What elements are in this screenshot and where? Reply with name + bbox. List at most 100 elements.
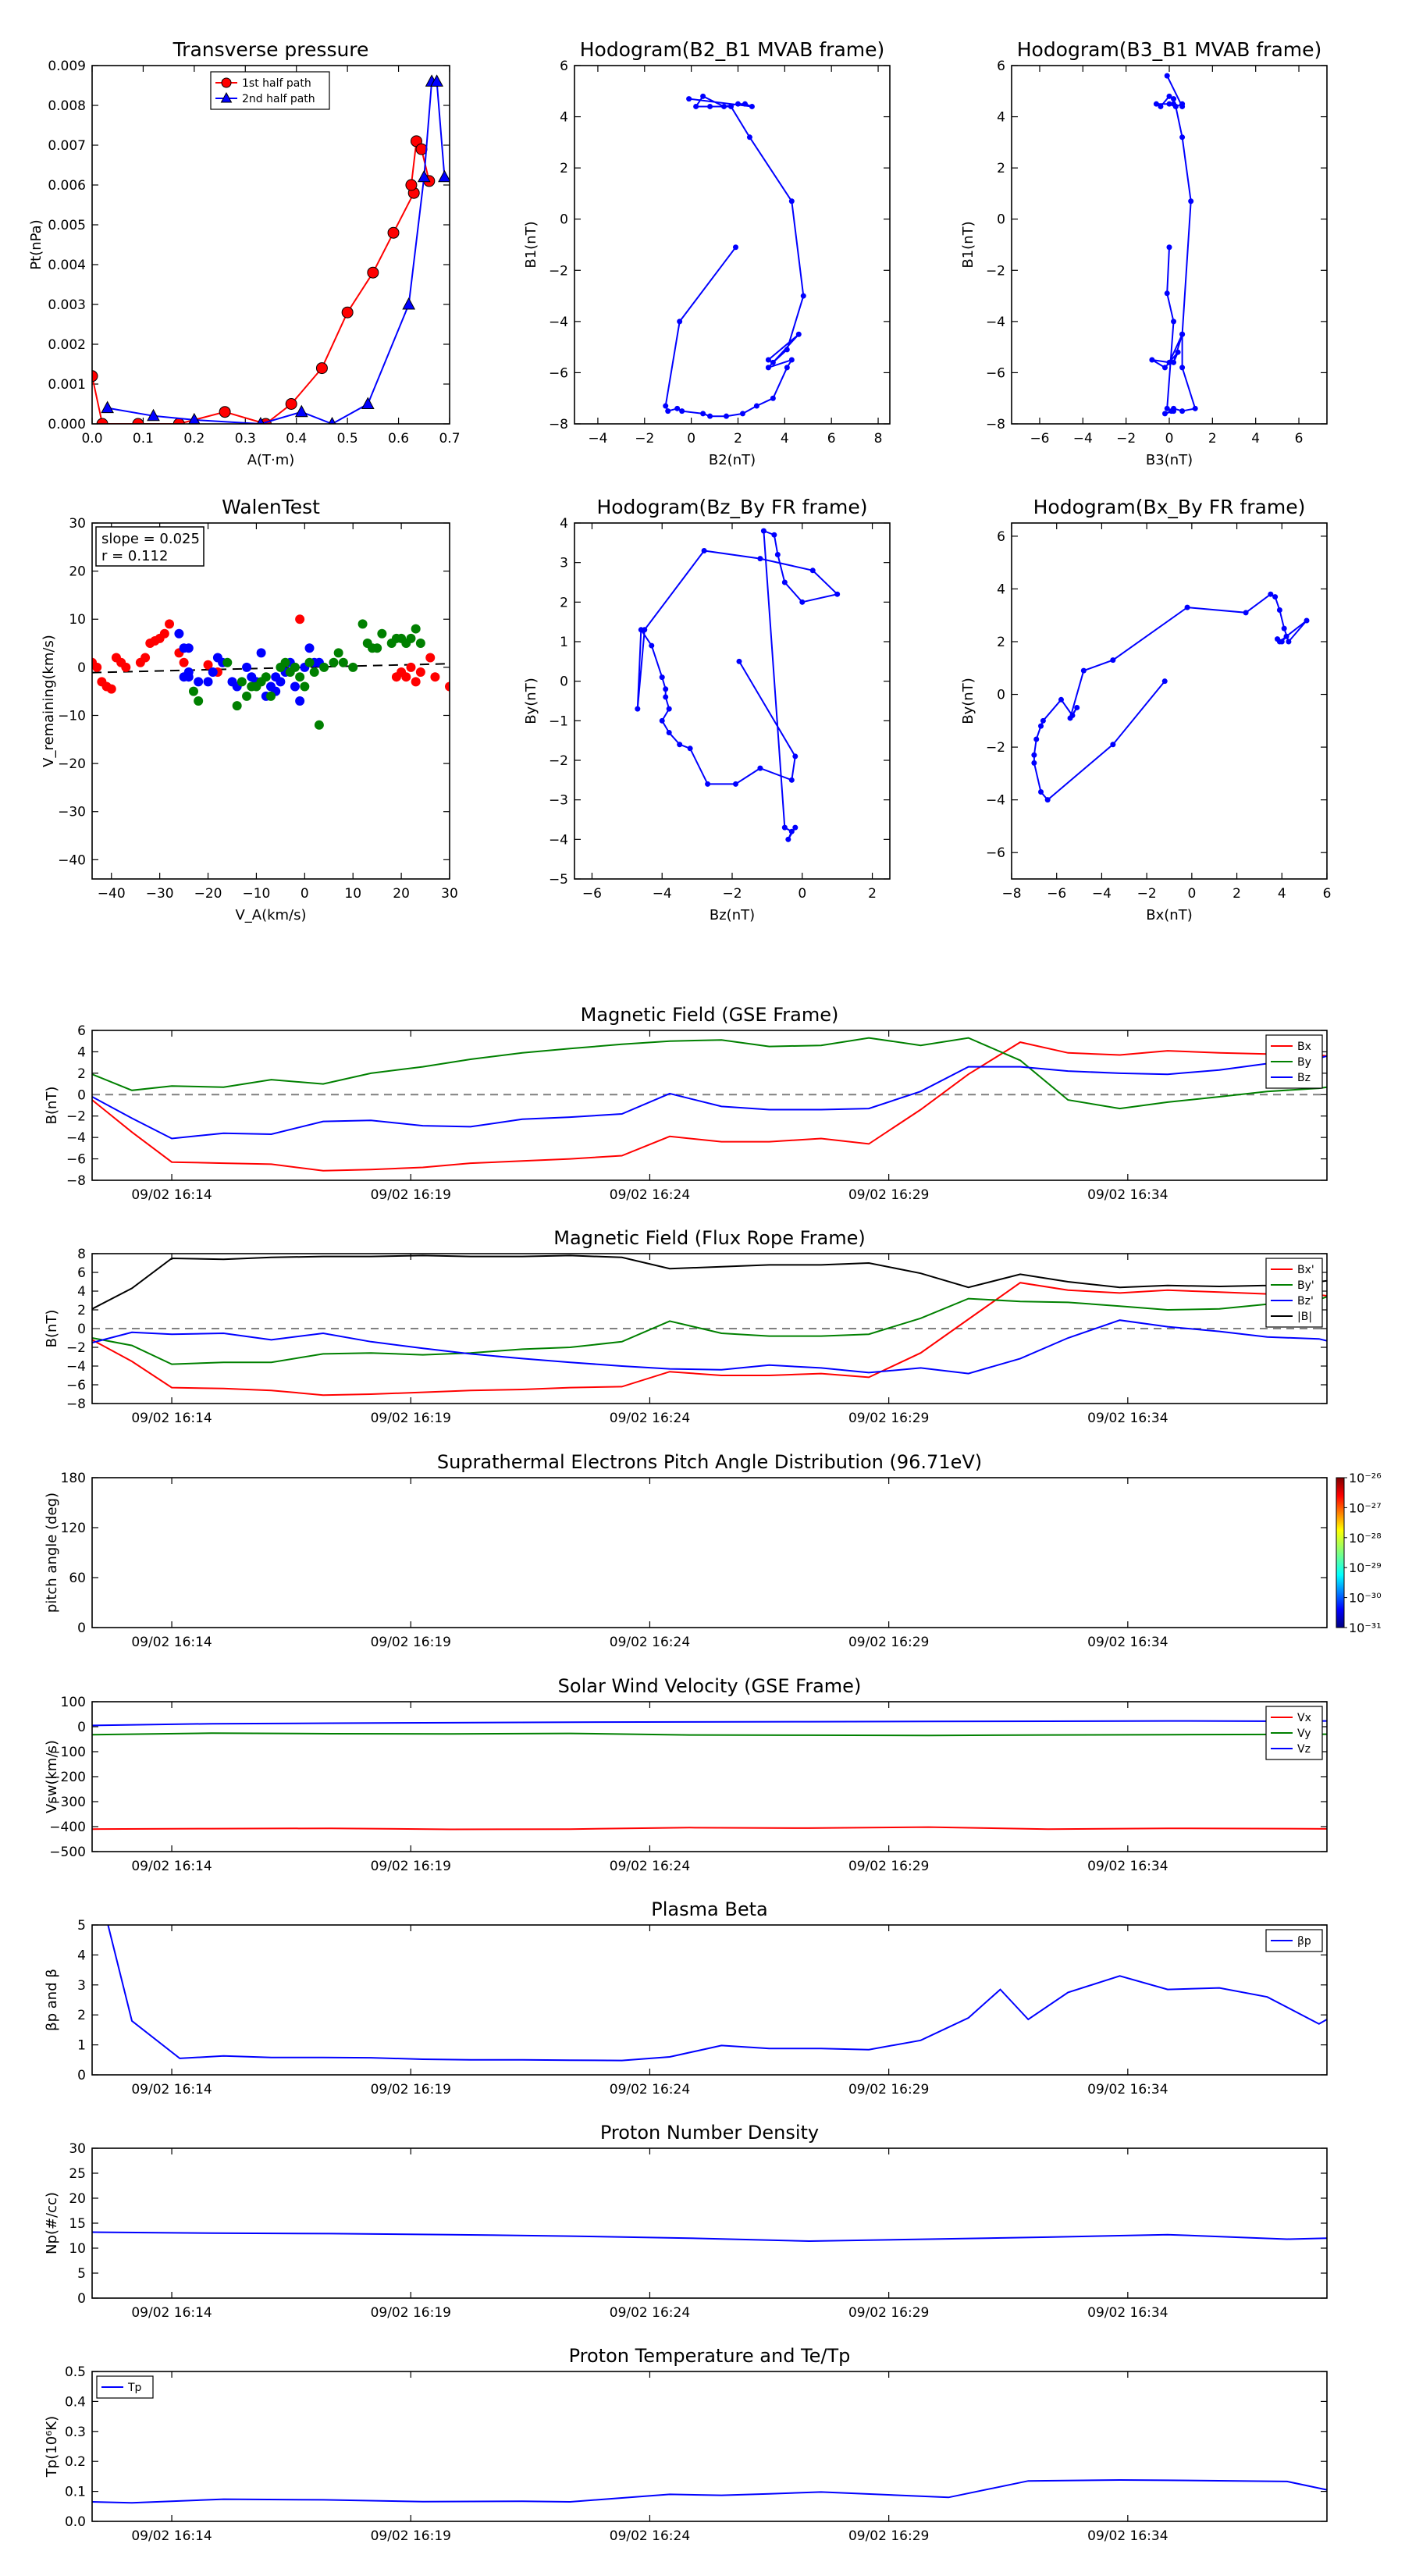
data-point (1188, 198, 1194, 205)
plot-area (635, 528, 841, 842)
data-point (290, 681, 300, 692)
data-point (1171, 359, 1177, 365)
data-point (106, 684, 116, 694)
data-point (372, 643, 382, 653)
data-point (208, 667, 218, 678)
data-point (649, 642, 655, 649)
data-point (770, 359, 776, 365)
data-point (1171, 405, 1177, 411)
series-line-path (636, 529, 839, 840)
y-tick-label: −8 (986, 417, 1005, 432)
y-tick-label: 6 (997, 59, 1005, 74)
plot-area (1031, 591, 1310, 803)
data-point (338, 657, 348, 667)
data-point (666, 730, 672, 736)
data-point (194, 696, 204, 706)
y-axis-label: Pt(nPa) (28, 219, 44, 269)
data-point (1184, 604, 1190, 610)
y-tick-label: −4 (549, 832, 568, 848)
data-point (721, 103, 727, 109)
y-tick-label: −6 (986, 845, 1005, 861)
data-point (784, 365, 790, 371)
data-point (788, 357, 795, 363)
data-point (242, 662, 252, 672)
data-point (677, 318, 683, 325)
y-tick-label: 4 (77, 1284, 86, 1300)
series-line-Bx' (92, 1282, 1327, 1397)
data-point (742, 101, 748, 107)
data-point (194, 677, 204, 687)
data-point (746, 134, 752, 141)
y-tick-label: 8 (77, 1247, 86, 1262)
data-point (735, 101, 741, 107)
data-point (1279, 639, 1285, 645)
y-tick-label: 0.1 (65, 2485, 86, 2500)
y-tick-label: 0.0 (65, 2514, 86, 2530)
y-tick-label: 0 (77, 2068, 86, 2083)
data-point (799, 599, 806, 605)
y-tick-label: 4 (77, 1044, 86, 1060)
y-tick-label: 0 (560, 212, 568, 228)
data-point (438, 169, 450, 183)
plot-area (92, 614, 450, 730)
data-point (1179, 408, 1186, 415)
series-line-Vz (92, 1720, 1327, 1727)
legend-label: Bx' (1297, 1264, 1314, 1276)
data-point (792, 824, 799, 831)
x-tick-label: 20 (393, 886, 410, 902)
x-tick-label: 09/02 16:14 (131, 1859, 212, 1874)
data-point (333, 648, 343, 658)
data-point (222, 657, 233, 667)
x-tick-label: 09/02 16:24 (610, 2528, 690, 2544)
y-tick-label: 6 (77, 1023, 86, 1039)
y-tick-label: 6 (77, 1265, 86, 1281)
colorbar-tick-label: 10⁻²⁸ (1349, 1531, 1382, 1546)
x-tick-label: −4 (588, 431, 607, 447)
data-point (1058, 696, 1064, 703)
x-axis-label: A(T·m) (247, 452, 295, 468)
chart-beta: Plasma Beta 09/02 16:14 09/02 16:19 09/02 1… (44, 1898, 1328, 2097)
series-line-path (664, 95, 805, 418)
data-point (183, 643, 194, 653)
x-tick-label: −6 (1047, 886, 1066, 902)
y-tick-label: 15 (69, 2216, 86, 2232)
y-tick-label: 6 (560, 59, 568, 74)
y-tick-label: 0.5 (65, 2364, 86, 2380)
y-tick-label: −5 (549, 872, 568, 888)
y-tick-label: 0 (997, 212, 1005, 228)
x-tick-label: 0.7 (439, 431, 460, 447)
data-point (417, 169, 431, 183)
data-point (705, 781, 711, 787)
x-axis-label: Bz(nT) (710, 907, 755, 923)
x-tick-label: −4 (653, 886, 672, 902)
y-tick-label: −2 (986, 740, 1005, 756)
data-point (679, 408, 685, 415)
data-point (784, 347, 790, 353)
x-tick-label: −10 (242, 886, 270, 902)
y-tick-label: 0.000 (48, 417, 86, 432)
y-tick-label: 3 (560, 556, 568, 571)
x-tick-label: 09/02 16:24 (610, 1635, 690, 1650)
y-tick-label: 4 (997, 582, 1005, 597)
y-tick-label: 0 (77, 1621, 86, 1636)
data-point (341, 306, 354, 318)
data-point (1286, 639, 1292, 645)
chart-bgse: Magnetic Field (GSE Frame) 09/02 16:14 09/… (44, 1004, 1328, 1203)
plot-area (92, 2478, 1327, 2504)
y-axis-label: B(nT) (44, 1310, 60, 1348)
x-tick-label: −40 (98, 886, 126, 902)
plot-area (92, 2231, 1327, 2243)
legend-label: Bz (1297, 1072, 1311, 1084)
data-point (732, 781, 738, 787)
legend-marker (220, 91, 233, 103)
data-point (1031, 760, 1037, 766)
data-point (642, 627, 648, 633)
series-line-Bz (92, 1055, 1327, 1140)
legend-box (210, 71, 330, 110)
data-point (232, 701, 242, 711)
data-point (425, 653, 436, 663)
chart-bfr: Magnetic Field (Flux Rope Frame) 09/02 16… (44, 1227, 1328, 1426)
data-point (183, 672, 194, 682)
chart-vsw: Solar Wind Velocity (GSE Frame) 09/02 16:… (44, 1675, 1328, 1874)
x-axis-label: B2(nT) (709, 452, 756, 468)
